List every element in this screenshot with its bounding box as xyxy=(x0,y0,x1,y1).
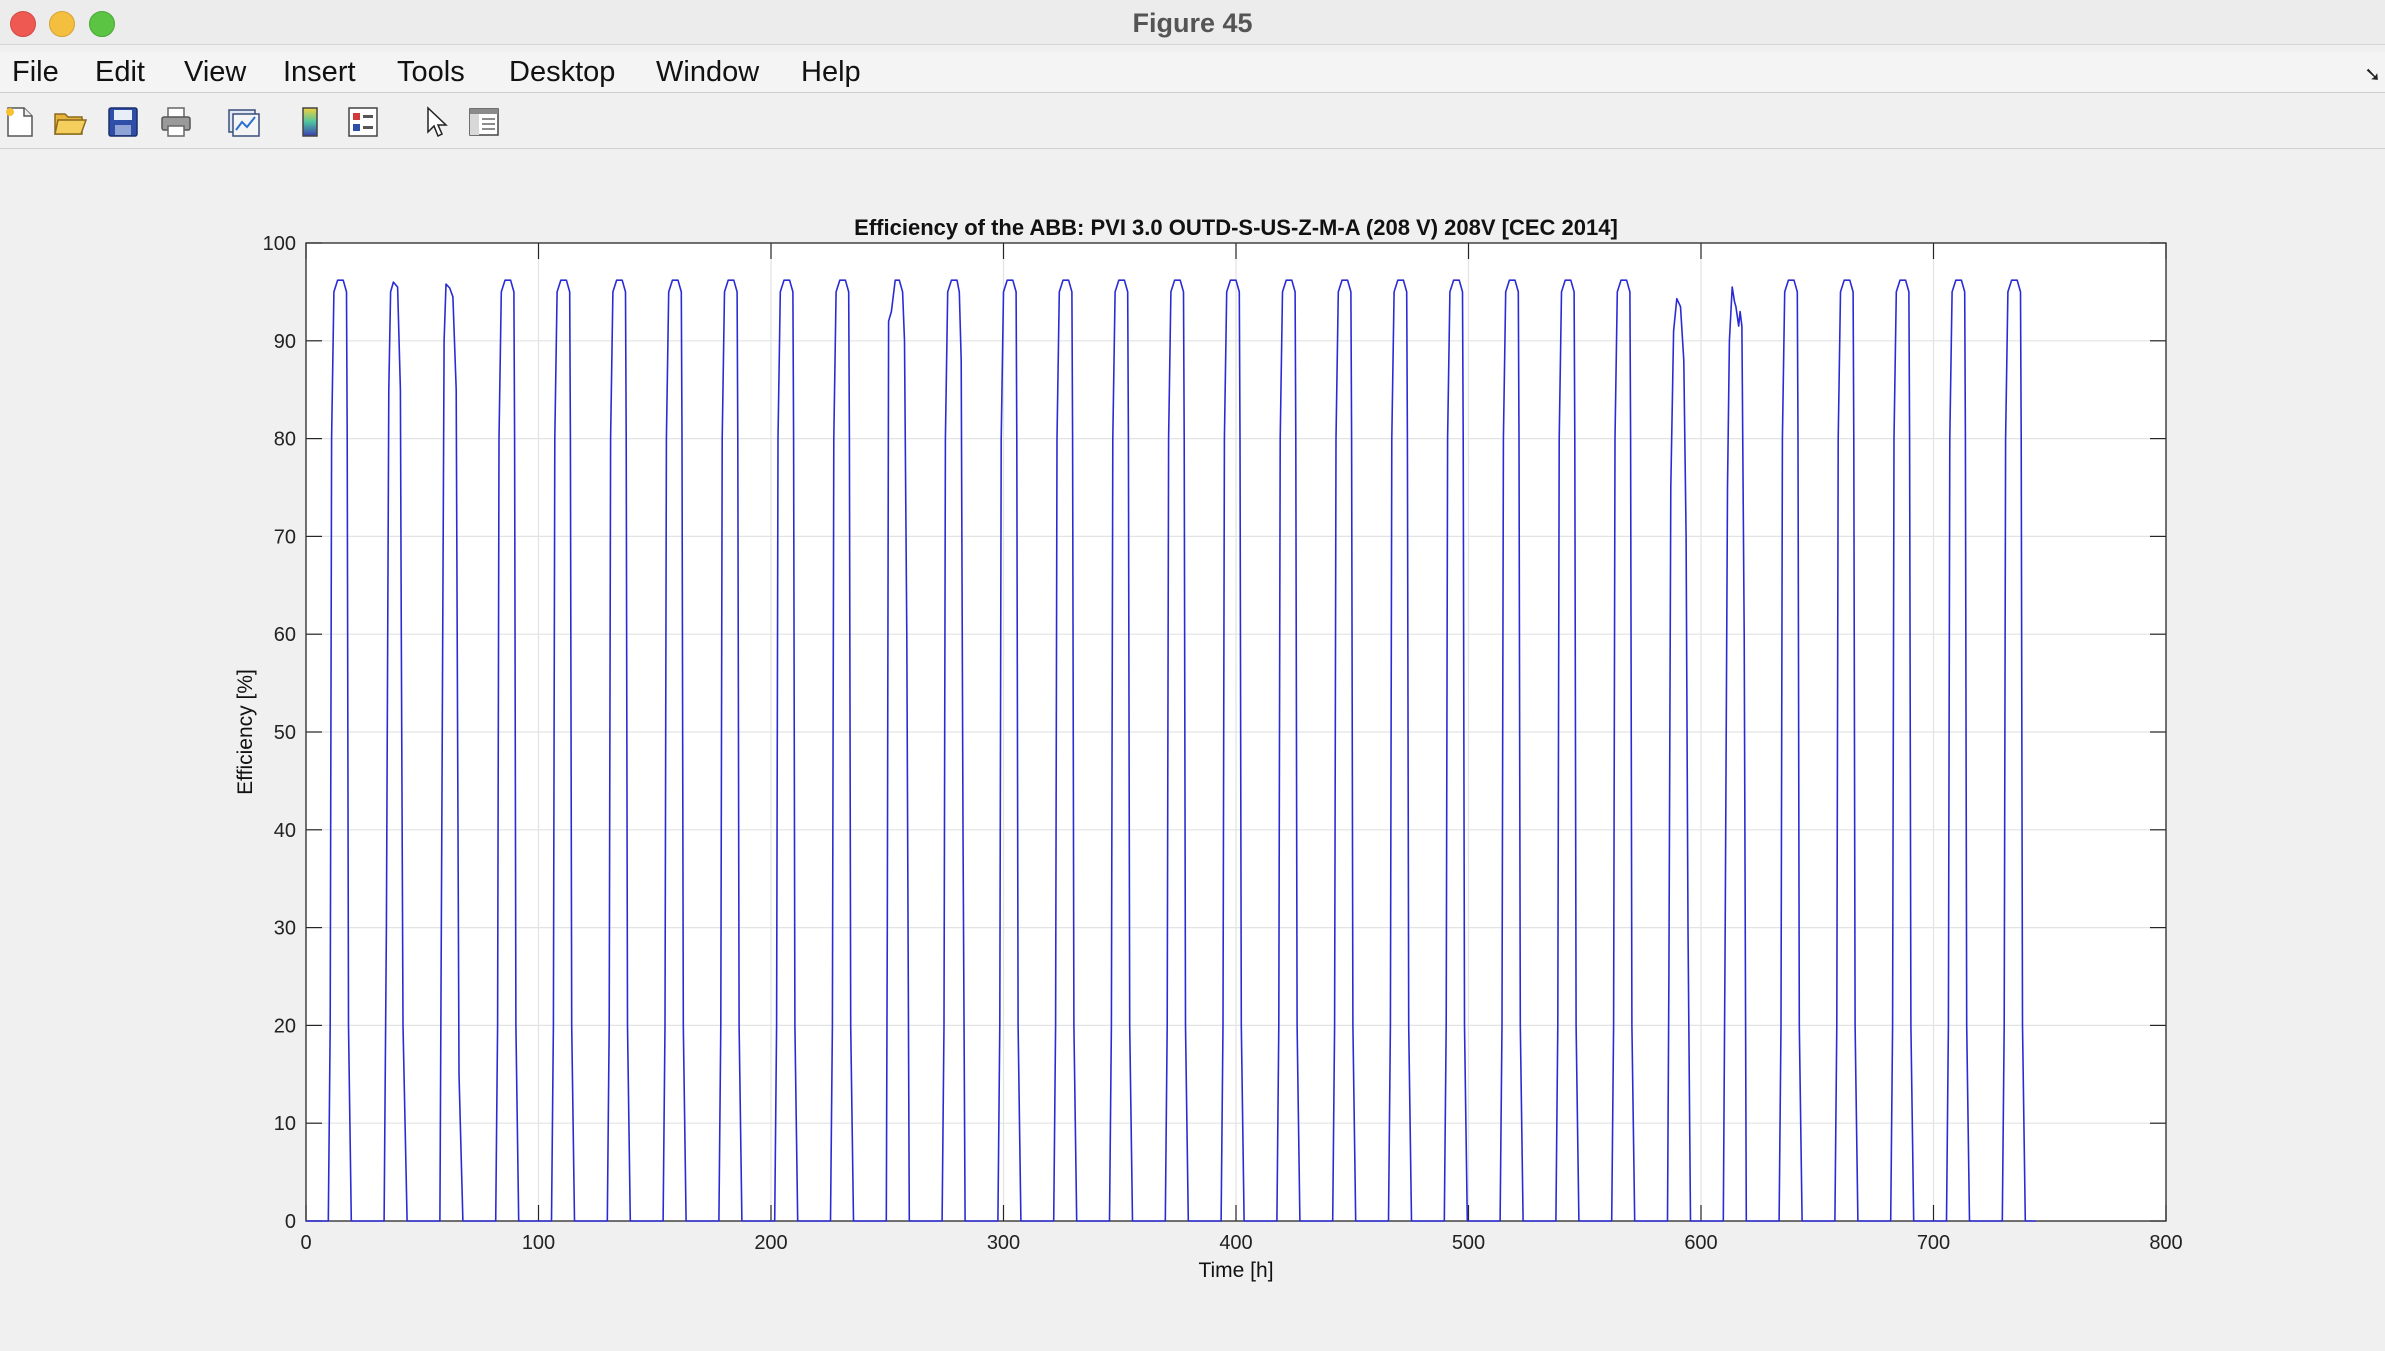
chart-svg[interactable]: 0 10 20 30 40 50 60 70 80 90 100 0 100 200 300 400 500 60… xyxy=(0,150,2385,1346)
new-figure-icon[interactable] xyxy=(2,104,38,140)
y-tick-label: 60 xyxy=(274,624,296,646)
menu-edit[interactable]: Edit xyxy=(95,56,145,88)
x-tick-label: 100 xyxy=(522,1232,555,1254)
x-tick-label: 0 xyxy=(300,1232,311,1254)
window-titlebar: Figure 45 xyxy=(0,0,2385,45)
efficiency-series-line xyxy=(306,279,2036,1222)
menu-help[interactable]: Help xyxy=(801,56,861,88)
y-tick-label: 0 xyxy=(285,1211,296,1233)
x-tick-label: 700 xyxy=(1917,1232,1950,1254)
edit-plot-arrow-icon[interactable] xyxy=(418,104,454,140)
x-tick-label: 800 xyxy=(2149,1232,2182,1254)
x-axis-label: Time [h] xyxy=(1198,1259,1273,1282)
insert-colorbar-icon[interactable] xyxy=(292,104,328,140)
x-tick-label: 300 xyxy=(987,1232,1020,1254)
menu-file[interactable]: File xyxy=(12,56,59,88)
print-icon[interactable] xyxy=(158,104,194,140)
y-axis-label: Efficiency [%] xyxy=(234,669,257,795)
x-tick-label: 200 xyxy=(754,1232,787,1254)
close-window-button[interactable] xyxy=(10,11,36,37)
y-tick-label: 70 xyxy=(274,526,296,548)
menu-desktop[interactable]: Desktop xyxy=(509,56,616,88)
y-tick-label: 10 xyxy=(274,1113,296,1135)
x-tick-label: 400 xyxy=(1219,1232,1252,1254)
x-tick-label: 600 xyxy=(1684,1232,1717,1254)
menu-insert[interactable]: Insert xyxy=(283,56,356,88)
undock-arrow-icon[interactable]: ➘ xyxy=(2364,64,2381,86)
y-tick-label: 100 xyxy=(263,233,296,255)
minimize-window-button[interactable] xyxy=(49,11,75,37)
y-tick-label: 40 xyxy=(274,820,296,842)
property-inspector-icon[interactable] xyxy=(466,104,502,140)
insert-legend-icon[interactable] xyxy=(345,104,381,140)
chart-title: Efficiency of the ABB: PVI 3.0 OUTD-S-US… xyxy=(854,215,1618,240)
menu-bar: File Edit View Insert Tools Desktop Wind… xyxy=(0,52,2385,93)
menu-view[interactable]: View xyxy=(184,56,247,88)
link-plot-icon[interactable] xyxy=(225,104,261,140)
figure-toolbar xyxy=(0,96,2385,149)
y-tick-label: 90 xyxy=(274,331,296,353)
figure-canvas[interactable]: 0 10 20 30 40 50 60 70 80 90 100 0 100 200 300 400 500 60… xyxy=(0,150,2385,1346)
y-tick-label: 30 xyxy=(274,918,296,940)
y-tick-label: 20 xyxy=(274,1015,296,1037)
save-icon[interactable] xyxy=(105,104,141,140)
menu-window[interactable]: Window xyxy=(656,56,760,88)
menu-tools[interactable]: Tools xyxy=(397,56,465,88)
axis-ticks: 0 10 20 30 40 50 60 70 80 90 100 0 100 200 300 400 500 60… xyxy=(263,233,2183,1254)
x-tick-label: 500 xyxy=(1452,1232,1485,1254)
y-tick-label: 80 xyxy=(274,429,296,451)
y-tick-label: 50 xyxy=(274,722,296,744)
maximize-window-button[interactable] xyxy=(89,11,115,37)
open-file-icon[interactable] xyxy=(52,104,88,140)
window-title: Figure 45 xyxy=(1132,8,1253,38)
series-layer xyxy=(306,279,2036,1222)
